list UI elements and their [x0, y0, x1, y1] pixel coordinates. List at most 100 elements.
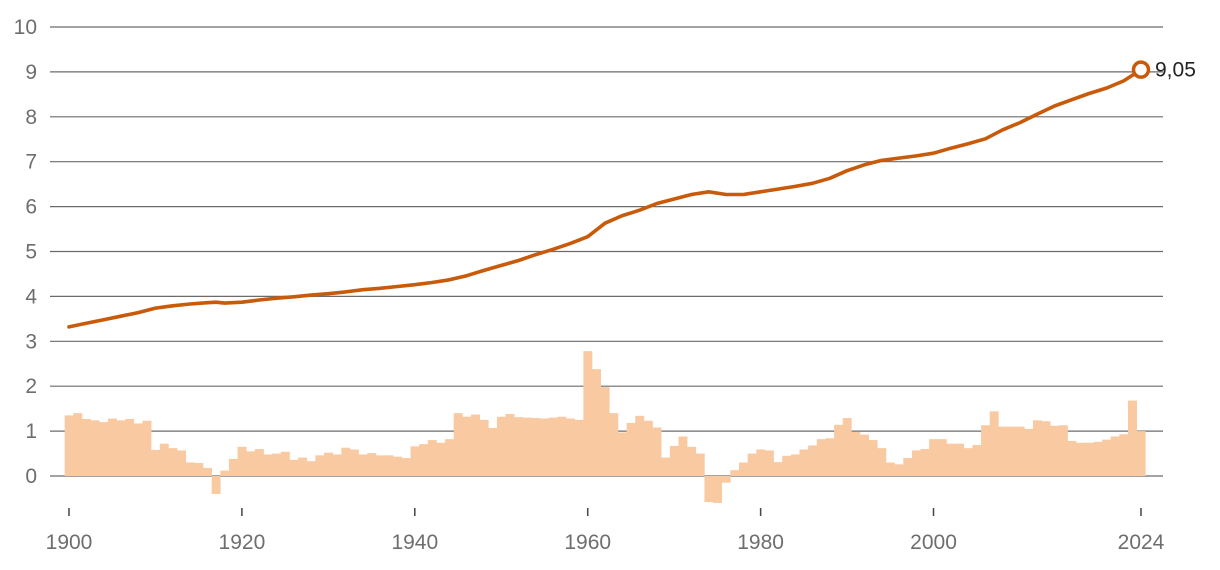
- bar-1937: [384, 455, 394, 476]
- x-tick-label-1940: 1940: [391, 531, 438, 554]
- bar-1914: [185, 462, 195, 476]
- bar-1921: [246, 451, 256, 476]
- bar-1949: [488, 427, 498, 476]
- bar-1928: [306, 461, 316, 476]
- bar-1911: [159, 443, 169, 476]
- bar-1941: [419, 444, 429, 476]
- y-tick-label-4: 4: [25, 285, 37, 308]
- end-point-marker: [1131, 60, 1151, 79]
- line-path: [67, 67, 1143, 329]
- bar-1906: [116, 420, 126, 476]
- bar-1997: [903, 458, 913, 476]
- bar-1912: [168, 448, 178, 476]
- bar-1934: [358, 454, 368, 476]
- bar-2011: [1024, 428, 1034, 476]
- bar-1975: [713, 476, 723, 503]
- bar-1944: [445, 439, 455, 476]
- bar-1994: [877, 448, 887, 476]
- bar-1967: [643, 420, 653, 476]
- x-tick-label-1960: 1960: [564, 531, 611, 554]
- bar-1990: [842, 418, 852, 476]
- bar-1926: [289, 459, 299, 476]
- bar-1983: [782, 455, 792, 476]
- bar-1946: [462, 416, 472, 476]
- bar-1984: [790, 454, 800, 476]
- y-tick-label-9: 9: [25, 61, 37, 84]
- bar-1951: [505, 414, 515, 476]
- bar-1901: [73, 413, 83, 476]
- bar-1964: [617, 432, 627, 476]
- bar-1957: [557, 416, 567, 476]
- x-tick-label-1920: 1920: [219, 531, 266, 554]
- bar-1976: [721, 476, 731, 483]
- bar-2020: [1102, 439, 1112, 476]
- bar-2009: [1007, 426, 1016, 476]
- bar-1985: [799, 449, 809, 476]
- y-tick-label-3: 3: [25, 330, 37, 353]
- bar-1974: [704, 476, 714, 503]
- bar-1903: [90, 420, 100, 476]
- bar-1982: [773, 462, 783, 476]
- bar-2015: [1058, 425, 1068, 476]
- bar-2024: [1136, 431, 1146, 476]
- bar-1917: [211, 476, 221, 494]
- bar-1979: [747, 453, 757, 476]
- bar-1966: [635, 415, 645, 476]
- bar-1916: [203, 467, 212, 476]
- bar-1960: [583, 351, 593, 476]
- bar-1962: [600, 387, 610, 476]
- bar-1905: [107, 418, 117, 476]
- bar-2017: [1076, 442, 1086, 476]
- bar-2012: [1032, 420, 1042, 476]
- bar-series: [64, 351, 1146, 503]
- bar-1909: [142, 420, 152, 476]
- bar-1924: [272, 453, 282, 476]
- bar-1933: [349, 449, 359, 476]
- bar-1955: [540, 418, 550, 476]
- bar-1929: [315, 455, 325, 476]
- bar-2019: [1093, 441, 1103, 476]
- bar-2002: [946, 443, 956, 476]
- y-tick-label-7: 7: [25, 151, 37, 174]
- bar-2001: [937, 439, 947, 476]
- bar-2008: [998, 426, 1008, 476]
- bar-1971: [678, 436, 688, 476]
- bar-2003: [955, 443, 965, 476]
- y-tick-label-8: 8: [25, 106, 37, 129]
- bar-1950: [496, 416, 506, 476]
- bar-1942: [427, 440, 437, 476]
- bar-1998: [911, 450, 921, 476]
- end-value-label: 9,05: [1155, 59, 1196, 82]
- bar-2004: [963, 448, 973, 476]
- x-tick-label-2024: 2024: [1118, 531, 1165, 554]
- bar-1963: [609, 413, 619, 476]
- bar-1943: [436, 442, 446, 476]
- bar-1989: [834, 424, 844, 476]
- bar-1915: [194, 462, 204, 476]
- bar-1952: [514, 417, 524, 476]
- y-tick-label-1: 1: [25, 420, 37, 443]
- bar-1995: [885, 462, 895, 476]
- bar-2010: [1015, 426, 1025, 476]
- bar-1918: [220, 470, 230, 476]
- bar-1938: [393, 456, 403, 476]
- x-axis: 1900 1920 1940 1960 1980 2000 2024: [46, 508, 1165, 554]
- y-tick-label-5: 5: [25, 241, 37, 264]
- bar-1910: [151, 449, 161, 476]
- y-axis: 0 1 2 3 4 5 6 7 8 9 10: [14, 16, 38, 488]
- bar-1956: [548, 417, 558, 476]
- bar-2014: [1050, 425, 1060, 476]
- bar-2018: [1084, 442, 1094, 476]
- bar-1936: [375, 455, 385, 476]
- bar-1925: [280, 451, 290, 476]
- bar-1996: [894, 464, 904, 476]
- bar-1959: [574, 419, 584, 476]
- bar-1931: [332, 454, 342, 476]
- bar-1922: [254, 449, 264, 476]
- bar-1930: [324, 452, 333, 476]
- bar-1973: [695, 453, 705, 476]
- x-tick-label-1980: 1980: [737, 531, 784, 554]
- bar-1932: [341, 447, 351, 476]
- bar-1993: [868, 440, 878, 476]
